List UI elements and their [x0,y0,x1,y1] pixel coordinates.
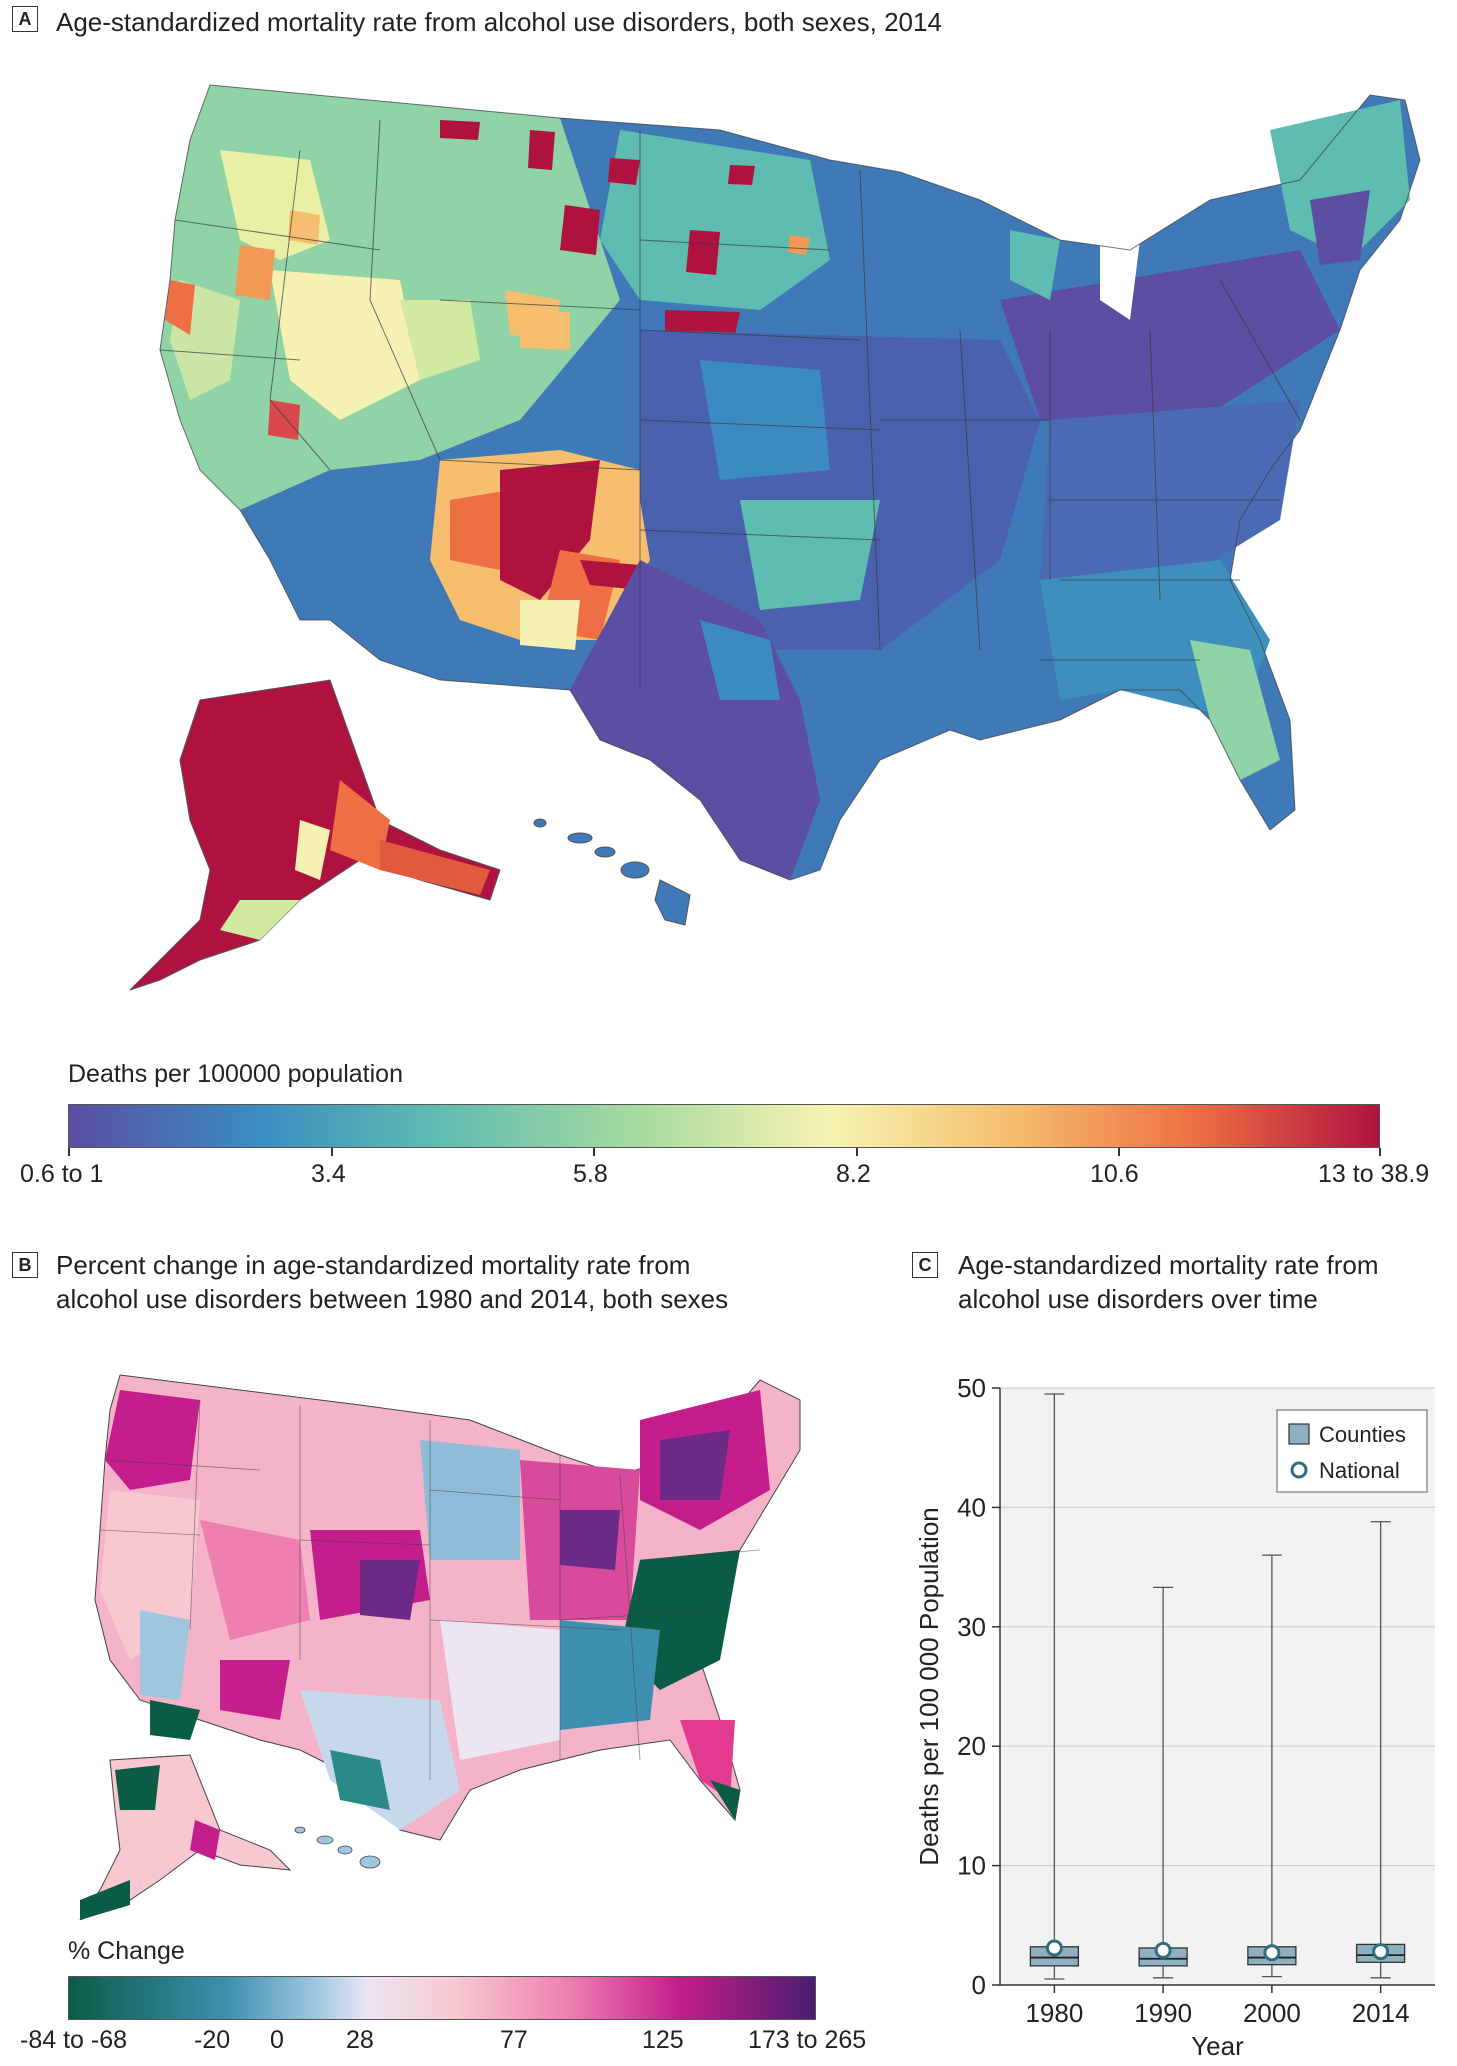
legend-counties-swatch [1288,1423,1310,1445]
panel-a-tick-label: 0.6 to 1 [20,1160,104,1188]
x-tick-label: 1980 [1025,1998,1083,2028]
national-point [1154,1941,1172,1959]
panel-c-label: C [912,1252,938,1278]
x-tick-label: 2014 [1352,1998,1410,2028]
mortality-map-2014 [129,84,1421,991]
mortality-over-time-chart: 0 10 20 30 40 50 1980 1990 2000 2014 Year Deaths pe… [914,1373,1435,2060]
panel-a-label: A [12,6,38,32]
y-tick-label: 40 [957,1492,986,1522]
panel-b-label: B [12,1252,38,1278]
y-tick-label: 20 [957,1731,986,1761]
legend-counties-label: Counties [1319,1422,1406,1447]
panel-a-tick-label: 3.4 [311,1160,346,1188]
y-tick-label: 10 [957,1851,986,1881]
legend-national-label: National [1319,1458,1400,1483]
panel-b-tick-label: 173 to 265 [748,2026,867,2054]
panel-b-tick-label: 0 [270,2026,284,2054]
panel-b-tick-label: 125 [642,2026,684,2054]
hawaii-shape [294,1826,381,1869]
hawaii-shape [533,818,691,926]
panel-a-colorbar [68,1104,1380,1148]
legend-national-marker [1290,1461,1308,1479]
panel-c-title-line2: alcohol use disorders over time [958,1284,1318,1314]
percent-change-map [79,1374,801,1920]
x-axis-label: Year [1191,2031,1244,2060]
panel-a-tick [68,1148,70,1156]
panel-a-tick-label: 13 to 38.9 [1318,1160,1430,1188]
x-tick-label: 2000 [1243,1998,1301,2028]
panel-b-colorbar [68,1976,816,2020]
panel-a-legend-title: Deaths per 100000 population [68,1060,403,1088]
y-tick-label: 50 [957,1373,986,1403]
panel-b-tick-label: 28 [346,2026,374,2054]
panel-a-tick [1379,1148,1381,1156]
panel-b-legend-title: % Change [68,1937,185,1965]
panel-c-title-line1: Age-standardized mortality rate from [958,1250,1379,1280]
panel-a-tick [856,1148,858,1156]
panel-b-tick-label: 77 [500,2026,528,2054]
panel-a-tick [593,1148,595,1156]
national-point [1372,1943,1390,1961]
panel-a-tick [1118,1148,1120,1156]
panel-b-title-line2: alcohol use disorders between 1980 and 2… [56,1284,729,1314]
y-axis-label: Deaths per 100 000 Population [914,1507,944,1866]
panel-a-tick-label: 5.8 [573,1160,608,1188]
panel-b-tick-label: -84 to -68 [20,2026,128,2054]
panel-b-title-line1: Percent change in age-standardized morta… [56,1250,691,1280]
panel-a-title: Age-standardized mortality rate from alc… [56,7,942,37]
panel-b-tick-label: -20 [194,2026,231,2054]
x-tick-label: 1990 [1134,1998,1192,2028]
y-tick-label: 0 [972,1970,986,2000]
panel-a-tick-label: 10.6 [1090,1160,1139,1188]
national-point [1263,1944,1281,1962]
panel-a-tick [331,1148,333,1156]
panel-a-tick-label: 8.2 [836,1160,871,1188]
national-point [1045,1939,1063,1957]
y-tick-label: 30 [957,1612,986,1642]
